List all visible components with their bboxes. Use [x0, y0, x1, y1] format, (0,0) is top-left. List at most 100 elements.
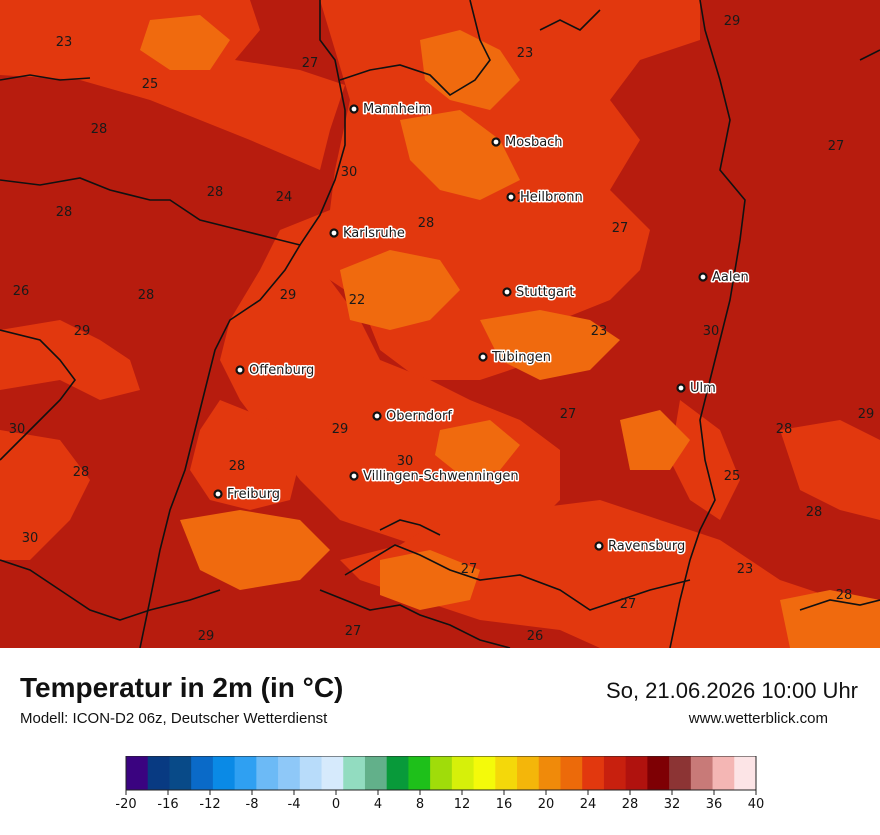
city-label: Villingen-Schwenningen: [363, 469, 519, 484]
temperature-value: 29: [858, 407, 875, 422]
temperature-value: 27: [560, 407, 577, 422]
legend-tick-label: 32: [664, 797, 681, 812]
temperature-value: 27: [345, 624, 362, 639]
legend-tick-label: 24: [580, 797, 597, 812]
legend-swatch: [669, 756, 692, 790]
temperature-value: 28: [91, 122, 108, 137]
legend-tick-label: 0: [332, 797, 340, 812]
legend-tick-label: 8: [416, 797, 424, 812]
website-link[interactable]: www.wetterblick.com: [688, 710, 828, 727]
legend-swatch: [582, 756, 605, 790]
temperature-value: 30: [9, 422, 26, 437]
city-marker: Tübingen: [478, 349, 553, 367]
legend-swatch: [647, 756, 670, 790]
city-label: Mannheim: [363, 102, 431, 117]
temperature-labels: 23 27 23 29 25 28 27 30 28 28 24 28 28 27 26 28 29 22 29 23…: [9, 14, 875, 644]
temperature-value: 29: [280, 288, 297, 303]
legend-swatch: [560, 756, 583, 790]
city-label: Ravensburg: [608, 539, 685, 554]
temperature-value: 30: [22, 531, 39, 546]
temperature-value: 30: [341, 165, 358, 180]
city-dot: [491, 137, 501, 147]
temperature-value: 24: [276, 190, 293, 205]
legend-swatch: [408, 756, 431, 790]
city-label: Stuttgart: [516, 285, 574, 300]
temperature-value: 26: [527, 629, 544, 644]
temperature-value: 28: [138, 288, 155, 303]
temperature-value: 28: [56, 205, 73, 220]
color-legend: -20 -16 -12 -8 -4 0 4 8 12 16 20 24 28 32 36 40: [0, 755, 880, 830]
legend-swatch: [256, 756, 279, 790]
city-dot: [478, 352, 488, 362]
forecast-datetime: So, 21.06.2026 10:00 Uhr: [606, 678, 858, 703]
temperature-value: 23: [517, 46, 534, 61]
legend-tick-label: 40: [748, 797, 765, 812]
legend-frame: [125, 755, 757, 791]
city-dot: [235, 365, 245, 375]
legend-swatch: [321, 756, 344, 790]
city-marker: Mosbach: [491, 134, 564, 152]
legend-swatch: [495, 756, 518, 790]
temperature-value: 28: [418, 216, 435, 231]
temperature-value: 27: [461, 562, 478, 577]
temperature-value: 22: [349, 293, 366, 308]
city-marker: Oberndorf: [372, 408, 454, 426]
city-label: Oberndorf: [386, 409, 452, 424]
temperature-value: 30: [397, 454, 414, 469]
legend-tick-label: 4: [374, 797, 382, 812]
temperature-value: 26: [13, 284, 30, 299]
legend-tick-label: 36: [706, 797, 723, 812]
legend-swatch: [734, 756, 757, 790]
city-label: Ulm: [690, 381, 716, 396]
city-label: Offenburg: [249, 363, 314, 378]
legend-swatch: [625, 756, 648, 790]
legend-swatch: [712, 756, 735, 790]
city-dot: [698, 272, 708, 282]
temperature-value: 29: [198, 629, 215, 644]
legend-tick-label: -12: [199, 797, 220, 812]
temperature-value: 27: [828, 139, 845, 154]
legend-swatch: [386, 756, 409, 790]
temperature-value: 28: [806, 505, 823, 520]
temperature-value: 30: [703, 324, 720, 339]
temperature-value: 23: [737, 562, 754, 577]
legend-swatch: [169, 756, 192, 790]
legend-swatch: [343, 756, 366, 790]
temperature-value: 23: [56, 35, 73, 50]
city-dot: [349, 471, 359, 481]
legend-swatch: [278, 756, 301, 790]
city-label: Karlsruhe: [343, 226, 405, 241]
temperature-map: 23 27 23 29 25 28 27 30 28 28 24 28 28 27 26 28 29 22 29 23…: [0, 0, 880, 648]
temperature-value: 28: [836, 588, 853, 603]
temperature-value: 27: [302, 56, 319, 71]
legend-swatch: [234, 756, 257, 790]
legend-tick-label: -8: [246, 797, 259, 812]
legend-swatch: [299, 756, 323, 790]
temperature-value: 23: [591, 324, 608, 339]
city-marker: Ulm: [676, 380, 717, 398]
temperature-value: 25: [142, 77, 159, 92]
legend-tick-label: 12: [454, 797, 471, 812]
temperature-value: 29: [74, 324, 91, 339]
legend-tick-label: -4: [288, 797, 301, 812]
footer: Temperatur in 2m (in °C) Modell: ICON-D2…: [0, 648, 880, 830]
legend-swatch: [517, 756, 540, 790]
city-marker: Ravensburg: [594, 538, 687, 556]
city-dot: [594, 541, 604, 551]
legend-tick-label: -16: [157, 797, 178, 812]
temperature-value: 27: [620, 597, 637, 612]
temperature-value: 25: [724, 469, 741, 484]
city-label: Mosbach: [505, 135, 563, 150]
city-label: Tübingen: [491, 350, 551, 365]
legend-swatch: [191, 756, 214, 790]
city-marker: Karlsruhe: [329, 225, 406, 243]
city-marker: Heilbronn: [506, 189, 584, 207]
legend-tick-label: 28: [622, 797, 639, 812]
city-label: Heilbronn: [520, 190, 583, 205]
legend-swatch: [364, 756, 388, 790]
legend-swatch: [430, 756, 453, 790]
city-dot: [329, 228, 339, 238]
legend-swatch: [690, 756, 714, 790]
legend-swatch: [538, 756, 561, 790]
temperature-value: 28: [776, 422, 793, 437]
